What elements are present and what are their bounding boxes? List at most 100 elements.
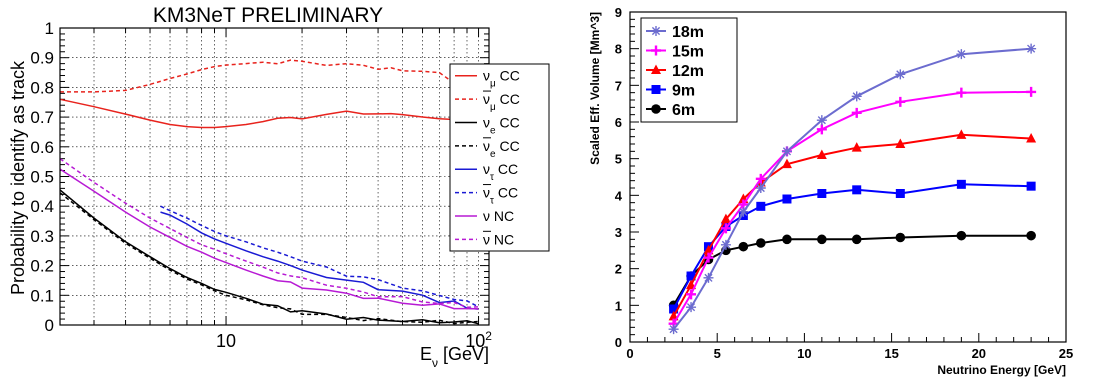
left-series-group [59,59,479,325]
left-x-tick-base: 10 [465,331,485,351]
left-x-tick-exp: 2 [485,329,492,343]
left-y-tick-label: 0.1 [30,286,54,305]
right-point-square [895,189,905,198]
right-point-star [851,91,862,102]
right-point-star [816,115,827,126]
right-point-circle [851,234,862,245]
right-point-plus [720,223,731,234]
right-x-tick-label: 10 [797,346,811,361]
left-legend-label-main: ν [483,231,490,247]
left-x-axis-label-unit: [GeV] [438,344,489,364]
right-point-triangle [1026,133,1037,143]
right-y-tick-label: 5 [615,152,622,167]
left-legend-label-tail: CC [496,91,520,107]
right-chart: 0 5 10 15 20 25 0 1 2 3 4 5 6 7 8 9 Neutrino Energy [GeV… [588,5,1073,377]
right-point-plus [895,96,906,107]
right-legend-label: 6m [672,102,695,119]
left-legend-label: νμ CC [483,91,520,113]
right-point-plus [651,45,661,56]
right-y-tick-label: 3 [615,225,622,240]
right-x-axis-label: Neutrino Energy [GeV] [937,363,1066,377]
left-legend-label: νe CC [483,138,520,160]
right-point-plus [755,173,766,184]
left-legend-label-main: ν [483,114,490,130]
right-point-triangle [956,129,967,139]
left-y-tick-label: 0.5 [30,168,54,187]
left-legend-label: νμ CC [483,68,520,90]
left-x-axis-label-sub: ν [432,356,438,370]
right-point-square [669,304,679,314]
left-legend-label-sub: μ [490,102,496,113]
right-point-circle [738,241,749,252]
left-legend-label-tail: CC [494,161,518,177]
left-series-line [59,168,479,310]
left-series-line [160,205,479,308]
left-series-line [60,59,479,93]
right-point-circle [895,232,906,243]
left-legend-label-sub: μ [490,78,496,89]
left-y-tick-label: 0.6 [30,138,54,157]
right-y-tick-label: 4 [615,188,623,203]
right-point-triangle [720,213,731,224]
left-legend-label-main: ν [483,161,490,177]
right-point-square [817,189,827,198]
left-legend-label-tail: NC [490,231,514,247]
left-legend-label-tail: CC [496,138,520,154]
left-series-line [59,192,479,325]
right-point-star [668,324,679,335]
right-point-triangle [895,138,906,148]
right-y-axis-label: Scaled Eff. Volume [Mm^3] [588,12,602,165]
right-point-plus [703,252,714,263]
right-point-star [781,146,792,157]
right-x-tick-label: 5 [714,346,721,361]
left-y-tick-label: 1 [45,19,54,38]
right-series-line [672,133,1032,317]
left-x-tick-label: 10 [216,331,236,351]
right-point-plus [956,87,967,98]
right-point-star [1026,43,1037,54]
left-legend-label-sub: τ [490,195,494,206]
right-y-tick-label: 9 [615,5,622,20]
right-point-circle [956,230,967,241]
left-x-axis-label: Eν [GeV] [420,344,489,370]
left-legend-label-tail: CC [494,185,518,201]
right-point-star [651,26,661,36]
right-legend-label: 15m [672,44,704,61]
right-point-square [782,194,792,204]
right-x-tick-label: 15 [884,346,898,361]
left-x-tick-label: 102 [465,329,492,351]
left-legend-label-sub: e [490,148,496,159]
right-series [668,86,1037,329]
left-legend-label: ντ CC [483,185,518,207]
left-y-tick-label: 0 [45,316,54,335]
right-legend: 18m 15m 12m 9m 6m [640,17,738,123]
right-series-line [672,90,1032,325]
left-legend-label-main: ν [483,138,490,154]
right-point-square [651,85,661,94]
left-legend-label-main: ν [483,208,490,224]
right-legend-label: 12m [672,63,704,80]
right-point-square [756,201,766,211]
left-y-tick-label: 0.8 [30,78,54,97]
left-legend-label-sub: τ [490,172,494,183]
right-point-circle [756,238,766,248]
right-point-triangle [851,142,862,152]
right-point-square [686,271,696,281]
right-series-line [672,47,1032,330]
left-y-tick-label: 0.2 [30,257,54,276]
left-legend-label-main: ν [483,68,490,84]
right-legend-label: 9m [672,83,695,100]
left-legend-label-tail: CC [496,68,520,84]
left-legend-label-main: ν [483,91,490,107]
right-point-star [720,239,731,250]
left-y-tick-label: 0.3 [30,227,54,246]
right-point-plus [1026,86,1037,97]
right-y-tick-label: 0 [615,335,622,350]
right-point-star [956,49,967,60]
left-legend-box [449,63,550,252]
left-legend-label: ν NC [483,231,514,247]
right-point-star [895,69,906,80]
right-point-circle [817,234,827,245]
